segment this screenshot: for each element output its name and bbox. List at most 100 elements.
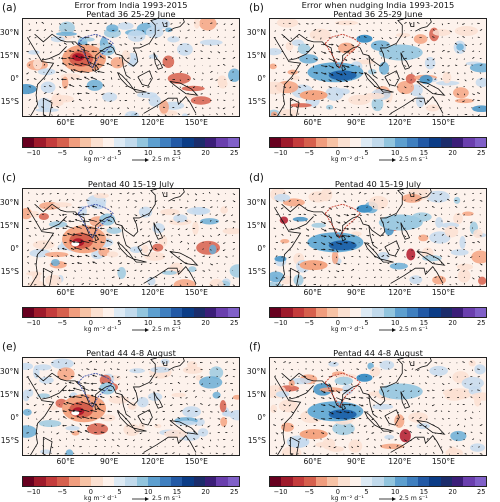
colorbar-segment (228, 138, 239, 147)
colorbar-unit: kg m⁻² d⁻¹ (84, 495, 117, 502)
anomaly-blob (90, 201, 105, 209)
colorbar-segment (228, 308, 239, 317)
colorbar-segment (384, 138, 395, 147)
anomaly-blob (326, 105, 333, 110)
anomaly-blob (45, 252, 69, 257)
colorbar-segment (80, 477, 91, 486)
anomaly-blob (137, 397, 148, 407)
colorbar-segment (114, 138, 125, 147)
anomaly-blob (300, 260, 328, 270)
colorbar-tick-label: 25 (471, 319, 491, 327)
lat-tick-label: 15°N (0, 390, 19, 399)
anomaly-blob (453, 87, 469, 98)
map-panel (22, 18, 240, 117)
colorbar-segment (57, 138, 68, 147)
colorbar-segment (148, 308, 159, 317)
anomaly-blob (200, 40, 223, 46)
colorbar-segment (34, 477, 45, 486)
colorbar-segment (34, 138, 45, 147)
anomaly-blob (270, 405, 277, 413)
colorbar-segment (137, 138, 148, 147)
lon-tick-label: 150°E (179, 457, 213, 466)
lon-tick-label: 60°E (49, 118, 83, 127)
colorbar-segment (46, 308, 57, 317)
anomaly-blob (274, 194, 290, 202)
lat-tick-label: 15°N (240, 51, 266, 60)
anomaly-blob (325, 87, 343, 101)
anomaly-blob (217, 75, 227, 86)
colorbar-segment (463, 138, 474, 147)
anomaly-blob (39, 213, 49, 220)
colorbar-segment (160, 138, 171, 147)
anomaly-blob (150, 367, 170, 373)
anomaly-blob (448, 447, 456, 454)
colorbar-segment (205, 138, 216, 147)
anomaly-blob (163, 56, 175, 68)
colorbar-segment (160, 308, 171, 317)
colorbar-segment (429, 138, 440, 147)
colorbar-segment (46, 138, 57, 147)
anomaly-blob (278, 109, 299, 116)
anomaly-blob (160, 209, 179, 215)
colorbar-segment (194, 308, 205, 317)
lat-tick-label: 15°S (0, 436, 19, 445)
colorbar-segment (338, 308, 349, 317)
panel-label: (c) (2, 172, 16, 184)
anomaly-blob (356, 35, 372, 43)
lon-tick-label: 90°E (92, 457, 126, 466)
anomaly-blob (107, 251, 118, 257)
anomaly-blob (187, 361, 197, 368)
colorbar-segment (194, 138, 205, 147)
colorbar-segment (46, 477, 57, 486)
anomaly-blob (451, 249, 469, 255)
colorbar-tick-label: 20 (443, 149, 463, 157)
lat-tick-label: 0° (0, 244, 19, 253)
map-panel (269, 188, 487, 287)
anomaly-blob (281, 423, 294, 432)
reference-vector-label: 2.5 m s⁻¹ (399, 156, 428, 163)
colorbar-segment (160, 477, 171, 486)
anomaly-blob (435, 217, 443, 228)
map-canvas (270, 19, 487, 117)
colorbar-segment (23, 138, 34, 147)
colorbar-segment (327, 308, 338, 317)
colorbar-segment (57, 308, 68, 317)
panel-label: (a) (2, 2, 17, 14)
anomaly-blob (220, 206, 228, 213)
lat-tick-label: 15°N (0, 51, 19, 60)
colorbar (22, 137, 240, 148)
colorbar-segment (372, 308, 383, 317)
colorbar-segment (69, 477, 80, 486)
reference-arrow-head (145, 497, 149, 501)
anomaly-blob (293, 217, 308, 222)
colorbar-segment (103, 308, 114, 317)
lon-tick-label: 120°E (383, 118, 417, 127)
lon-tick-label: 120°E (136, 118, 170, 127)
anomaly-blob (470, 443, 485, 451)
anomaly-blob (35, 364, 51, 370)
lat-tick-label: 0° (0, 74, 19, 83)
reference-arrow (132, 496, 150, 502)
colorbar-segment (304, 138, 315, 147)
map-panel (22, 357, 240, 456)
lon-tick-label: 90°E (92, 288, 126, 297)
colorbar-tick-label: 25 (224, 319, 244, 327)
colorbar-segment (281, 138, 292, 147)
anomaly-blob (289, 380, 295, 387)
anomaly-blob (342, 385, 353, 395)
colorbar-segment (372, 138, 383, 147)
lat-tick-label: 15°S (240, 97, 266, 106)
colorbar-segment (407, 138, 418, 147)
map-panel (22, 188, 240, 287)
anomaly-blob (329, 409, 357, 419)
anomaly-blob (220, 400, 227, 412)
anomaly-blob (191, 96, 211, 104)
colorbar-segment (338, 138, 349, 147)
colorbar-unit: kg m⁻² d⁻¹ (84, 156, 117, 163)
lat-tick-label: 15°N (240, 221, 266, 230)
anomaly-blob (414, 34, 428, 44)
anomaly-blob (356, 374, 372, 382)
colorbar-tick-label: −10 (23, 319, 43, 327)
colorbar-unit: kg m⁻² d⁻¹ (84, 326, 117, 333)
anomaly-blob (474, 364, 485, 374)
